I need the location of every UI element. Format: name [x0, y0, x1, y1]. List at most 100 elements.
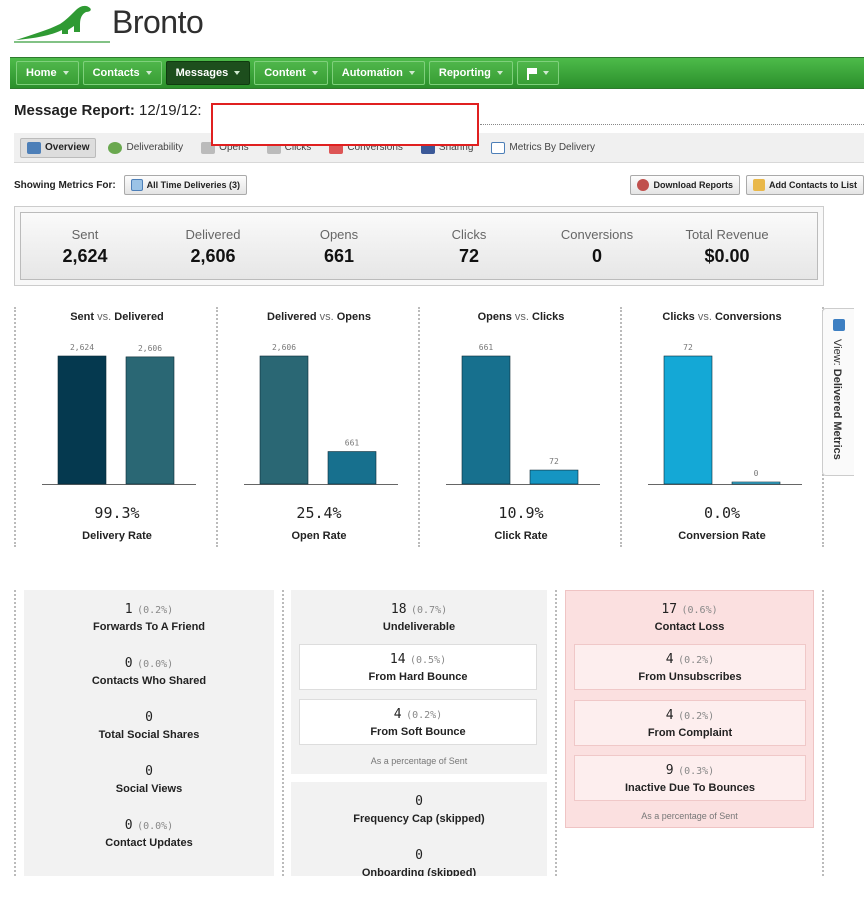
- bar-value-label: 2,624: [70, 343, 94, 352]
- bronto-logo[interactable]: Bronto: [14, 0, 224, 46]
- dinosaur-logo-icon: [14, 5, 110, 43]
- metric-pct: (0.5%): [409, 655, 447, 666]
- metric-value: 0: [145, 710, 153, 725]
- social-metrics-panel: 1 (0.2%) Forwards To A Friend 0 (0.0%) Con…: [24, 590, 274, 876]
- main-navigation: Home Contacts Messages Content Automatio…: [10, 57, 864, 89]
- view-delivered-metrics-tab[interactable]: View: Delivered Metrics: [822, 308, 854, 476]
- metric-label: Inactive Due To Bounces: [625, 782, 755, 794]
- bar-chart: 72 0: [648, 343, 802, 485]
- metric-value: 4: [665, 708, 674, 723]
- add-contacts-button[interactable]: Add Contacts to List: [746, 175, 864, 195]
- stat-total-revenue: Total Revenue $0.00: [667, 227, 787, 267]
- nav-content-label: Content: [264, 67, 306, 79]
- download-reports-button[interactable]: Download Reports: [630, 175, 740, 195]
- nav-content[interactable]: Content: [254, 61, 328, 85]
- chevron-down-icon: [234, 71, 241, 75]
- bar-chart: 2,624 2,606: [42, 343, 196, 485]
- chart-clicks-vs-conversions: Clicks vs. Conversions 72 0 0.0% Conversi…: [620, 307, 824, 547]
- globe-icon: [108, 141, 123, 154]
- metric-contact-loss: 17 (0.6%) Contact Loss: [566, 600, 813, 633]
- metric-value: 14: [389, 652, 406, 667]
- percentage-note: As a percentage of Sent: [641, 811, 738, 821]
- metric-pct: (0.7%): [410, 605, 448, 616]
- metric-value: 18: [390, 602, 407, 617]
- bar-opens: [461, 355, 511, 485]
- side-tab-label: Delivered Metrics: [831, 368, 843, 460]
- bar-sent: [57, 355, 107, 485]
- metric-soft-bounce: 4 (0.2%) From Soft Bounce: [299, 699, 537, 745]
- metric-value: 0: [145, 764, 153, 779]
- divider: [282, 590, 284, 876]
- metrics-for-label: Showing Metrics For:: [14, 179, 116, 191]
- metric-value: 17: [661, 602, 678, 617]
- side-tab-text: View: Delivered Metrics: [831, 339, 843, 460]
- metric-pct: (0.2%): [678, 711, 715, 722]
- metric-value: 0: [124, 818, 133, 833]
- page-title-label: Message Report:: [14, 102, 135, 119]
- stat-value: 0: [591, 246, 602, 266]
- metric-value: 1: [124, 602, 133, 617]
- overview-icon: [27, 141, 41, 154]
- metric-inactive-bounces: 9 (0.3%) Inactive Due To Bounces: [574, 755, 806, 801]
- stat-value: $0.00: [704, 246, 750, 266]
- metric-label: From Hard Bounce: [368, 671, 468, 683]
- page-title: Message Report: 12/19/12:: [14, 102, 202, 119]
- tab-opens-label: Opens: [219, 142, 249, 153]
- metric-frequency-cap: 0 Frequency Cap (skipped): [291, 792, 547, 825]
- tab-deliverability[interactable]: Deliverability: [102, 139, 189, 157]
- metric-pct: (0.0%): [137, 821, 174, 832]
- stat-conversions: Conversions 0: [537, 227, 657, 267]
- nav-messages[interactable]: Messages: [165, 61, 251, 85]
- metrics-filter-row: Showing Metrics For: All Time Deliveries…: [14, 174, 864, 196]
- stat-label: Sent: [71, 227, 99, 242]
- chart-delivered-vs-opens: Delivered vs. Opens 2,606 661 25.4% Open …: [216, 307, 420, 547]
- nav-home[interactable]: Home: [16, 61, 79, 85]
- chart-opens-vs-clicks: Opens vs. Clicks 661 72 10.9% Click Rate: [418, 307, 622, 547]
- metric-pct: (0.2%): [137, 605, 174, 616]
- click-rate-value: 10.9%: [498, 504, 544, 522]
- bar-delivered: [125, 356, 175, 485]
- stat-label: Conversions: [560, 227, 634, 242]
- stat-clicks: Clicks 72: [409, 227, 529, 267]
- metric-value: 9: [665, 763, 674, 778]
- tab-metrics-by-delivery[interactable]: Metrics By Delivery: [485, 139, 601, 157]
- nav-automation[interactable]: Automation: [331, 61, 425, 85]
- stat-value: 661: [323, 246, 355, 266]
- metric-contact-updates: 0 (0.0%) Contact Updates: [24, 816, 274, 849]
- nav-reporting[interactable]: Reporting: [428, 61, 513, 85]
- stat-label: Clicks: [451, 227, 487, 242]
- skipped-panel: 0 Frequency Cap (skipped) 0 Onboarding (sk…: [291, 782, 547, 879]
- tab-overview[interactable]: Overview: [20, 137, 97, 158]
- delivery-rate-label: Delivery Rate: [82, 530, 152, 542]
- delivery-selector-button[interactable]: All Time Deliveries (3): [123, 175, 248, 195]
- side-tab-prefix: View:: [831, 339, 843, 366]
- metric-label: From Complaint: [647, 727, 733, 739]
- chart-title-b: Opens: [336, 311, 371, 323]
- bar-conversions: [731, 481, 781, 485]
- metric-value: 0: [415, 794, 423, 809]
- chevron-down-icon: [496, 71, 503, 75]
- stat-delivered: Delivered 2,606: [153, 227, 273, 267]
- metric-unsubscribes: 4 (0.2%) From Unsubscribes: [574, 644, 806, 690]
- metric-value: 0: [124, 656, 133, 671]
- tab-metrics-by-delivery-label: Metrics By Delivery: [509, 142, 595, 153]
- page-bottom: [0, 876, 864, 897]
- summary-panel: Sent 2,624 Delivered 2,606 Opens 661 Clicks…: [14, 206, 824, 286]
- nav-flag[interactable]: [516, 61, 559, 85]
- metric-value: 4: [393, 707, 402, 722]
- add-contacts-icon: [753, 179, 765, 191]
- bar-clicks: [529, 469, 579, 485]
- stat-value: 2,606: [190, 246, 236, 266]
- bar-value-label: 2,606: [272, 343, 296, 352]
- bar-value-label: 2,606: [138, 344, 162, 353]
- chart-title-b: Conversions: [714, 311, 782, 323]
- metric-undeliverable: 18 (0.7%) Undeliverable: [291, 600, 547, 633]
- nav-contacts[interactable]: Contacts: [82, 61, 162, 85]
- metric-label: Contact Updates: [105, 837, 193, 849]
- calendar-icon: [130, 179, 143, 191]
- redaction-box: [211, 103, 479, 146]
- percentage-note: As a percentage of Sent: [370, 756, 468, 766]
- add-contacts-label: Add Contacts to List: [769, 180, 857, 190]
- tab-sharing-label: Sharing: [438, 142, 474, 153]
- chart-icon: [833, 319, 845, 331]
